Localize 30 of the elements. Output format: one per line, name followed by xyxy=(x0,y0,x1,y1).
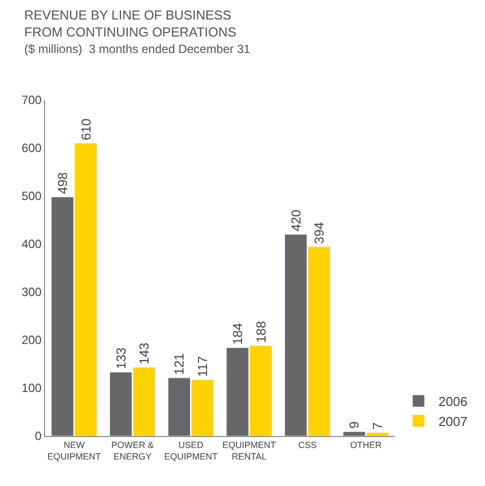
data-label: 188 xyxy=(253,321,268,343)
x-tick-label: USED EQUIPMENT xyxy=(164,440,218,462)
x-tick-label: POWER & ENERGY xyxy=(111,440,154,462)
chart-subtitle: ($ millions) 3 months ended December 31 xyxy=(24,42,251,56)
y-tick-label: 300 xyxy=(22,285,42,300)
data-label: 133 xyxy=(113,347,128,370)
data-label: 420 xyxy=(288,210,304,232)
data-label: 7 xyxy=(370,422,385,430)
data-label: 610 xyxy=(78,118,94,140)
y-tick-label: 700 xyxy=(22,93,42,108)
chart-title: REVENUE BY LINE OF BUSINESS FROM CONTINUING OPERATIONS xyxy=(24,7,237,40)
x-tick-label: EQUIPMENT RENTAL xyxy=(222,440,276,462)
data-label: 9 xyxy=(346,421,362,429)
x-tick-label: OTHER xyxy=(350,440,382,450)
x-tick-label: NEW EQUIPMENT xyxy=(47,440,102,462)
data-label: 394 xyxy=(312,222,327,244)
legend-label: 2006 xyxy=(438,394,468,410)
data-label: 498 xyxy=(55,172,70,194)
x-tick-label: CSS xyxy=(298,440,317,450)
y-tick-label: 0 xyxy=(34,429,42,444)
y-tick-label: 200 xyxy=(22,333,42,348)
data-label: 143 xyxy=(136,342,152,364)
data-label: 121 xyxy=(172,353,187,375)
legend-label: 2007 xyxy=(438,414,468,429)
y-tick-label: 100 xyxy=(22,381,42,396)
y-tick-label: 400 xyxy=(22,237,42,252)
y-tick-label: 600 xyxy=(22,141,42,156)
data-label: 117 xyxy=(195,356,210,377)
y-tick-label: 500 xyxy=(22,189,42,204)
data-label: 184 xyxy=(230,322,245,345)
